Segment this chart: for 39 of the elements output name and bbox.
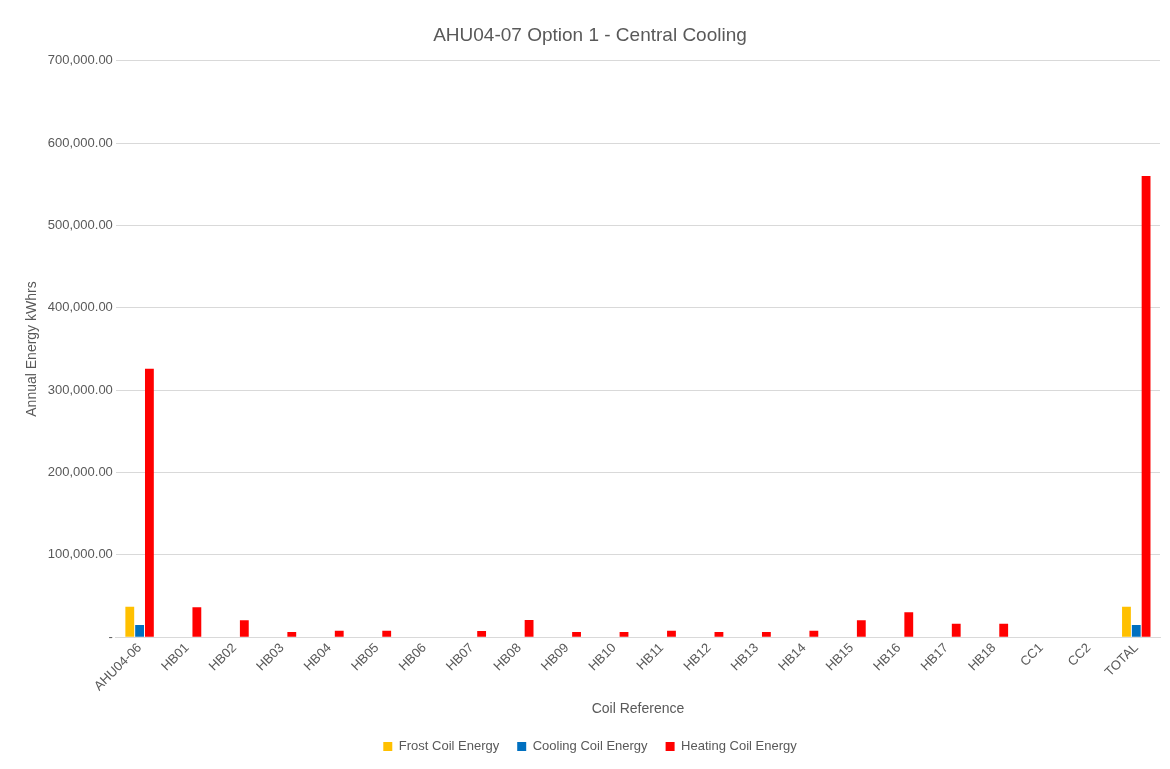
- bar: [809, 630, 819, 637]
- x-tick-label: CC2: [1064, 639, 1094, 669]
- y-tick-label: -: [108, 628, 113, 644]
- legend-label: Frost Coil Energy: [398, 738, 500, 754]
- bar: [192, 607, 202, 637]
- y-tick-label: 400,000.00: [47, 299, 113, 315]
- bar: [135, 624, 145, 637]
- bar: [144, 368, 154, 637]
- bar: [904, 612, 914, 637]
- chart-title: AHU04-07 Option 1 - Central Cooling: [433, 23, 747, 45]
- bar: [761, 631, 771, 637]
- y-tick-label: 200,000.00: [47, 464, 113, 480]
- y-tick-label: 600,000.00: [47, 134, 113, 150]
- bar: [667, 630, 676, 637]
- bar: [572, 631, 581, 637]
- bar: [619, 631, 629, 637]
- x-axis-title: Coil Reference: [591, 700, 685, 717]
- bar: [287, 631, 297, 637]
- y-tick-label: 700,000.00: [47, 52, 113, 68]
- y-tick-label: 100,000.00: [47, 546, 113, 562]
- bar: [1131, 624, 1141, 637]
- bar: [382, 630, 392, 637]
- bar: [714, 631, 724, 637]
- x-tick-label: CC1: [1017, 639, 1046, 669]
- y-tick-label: 500,000.00: [47, 217, 113, 233]
- y-axis-title: Annual Energy kWhrs: [23, 281, 40, 417]
- legend-label: Cooling Coil Energy: [532, 738, 649, 754]
- bar: [524, 619, 534, 637]
- bar: [1141, 176, 1151, 637]
- bar: [856, 620, 866, 637]
- bar: [1122, 606, 1131, 637]
- bar: [477, 631, 487, 637]
- bar: [125, 606, 135, 637]
- legend-label: Heating Coil Energy: [681, 738, 798, 754]
- bar: [334, 630, 344, 637]
- bar: [951, 623, 961, 637]
- bar: [239, 620, 249, 637]
- bar: [999, 623, 1009, 637]
- y-tick-label: 300,000.00: [47, 381, 113, 397]
